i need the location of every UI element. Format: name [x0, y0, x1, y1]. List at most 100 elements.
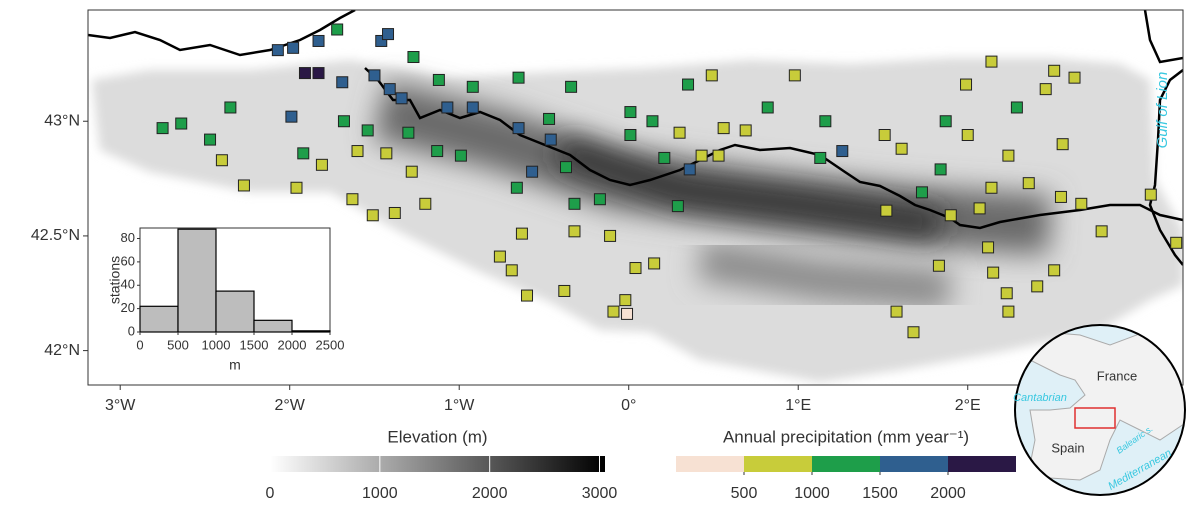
station [837, 146, 848, 157]
station [467, 81, 478, 92]
colorbar-tick-label: 3000 [582, 485, 618, 502]
station [432, 146, 443, 157]
histogram-bar [178, 229, 216, 332]
colorbar-tick-label: 500 [731, 485, 758, 502]
station [1049, 265, 1060, 276]
colorbar-tick-label: 1000 [362, 485, 398, 502]
station [455, 150, 466, 161]
station [706, 70, 717, 81]
station [316, 159, 327, 170]
station [1049, 65, 1060, 76]
station [916, 187, 927, 198]
station [384, 84, 395, 95]
station [157, 123, 168, 134]
station [408, 52, 419, 63]
station [647, 116, 658, 127]
station [367, 210, 378, 221]
station [286, 111, 297, 122]
y-tick-label: 80 [121, 230, 135, 245]
station [962, 130, 973, 141]
station [713, 150, 724, 161]
station [516, 228, 527, 239]
station [820, 116, 831, 127]
station [986, 56, 997, 67]
station [381, 148, 392, 159]
station [896, 143, 907, 154]
station [683, 79, 694, 90]
x-tick-label: 3°W [105, 397, 136, 414]
station [506, 265, 517, 276]
station [205, 134, 216, 145]
station [545, 134, 556, 145]
histogram-bar [292, 331, 330, 332]
colorbar-title: Elevation (m) [387, 427, 487, 446]
station [986, 182, 997, 193]
station [1032, 281, 1043, 292]
x-tick-label: 1500 [240, 337, 269, 352]
x-tick-label: 2°W [275, 397, 306, 414]
colorbar-tick-label: 0 [266, 485, 275, 502]
histogram-bar [216, 291, 254, 332]
y-axis-label: stations [107, 256, 123, 304]
station [649, 258, 660, 269]
x-tick-label: 0 [136, 337, 143, 352]
histogram-bar [140, 306, 178, 332]
station [1011, 102, 1022, 113]
colorbar-tick-label: 2000 [930, 485, 966, 502]
x-tick-label: 2°E [955, 397, 981, 414]
station [420, 198, 431, 209]
station [961, 79, 972, 90]
station [1096, 226, 1107, 237]
station [1003, 150, 1014, 161]
station [561, 162, 572, 173]
precip-class [812, 456, 880, 472]
inset-label: Cantabrian [1013, 392, 1067, 404]
station [630, 263, 641, 274]
station [216, 155, 227, 166]
x-tick-label: 2000 [278, 337, 307, 352]
station [433, 74, 444, 85]
station [313, 68, 324, 79]
station [566, 81, 577, 92]
inset-label: Spain [1051, 440, 1084, 455]
x-tick-label: 1000 [202, 337, 231, 352]
station [442, 102, 453, 113]
station [622, 308, 633, 319]
station [383, 29, 394, 40]
station [933, 260, 944, 271]
station [369, 70, 380, 81]
station [1076, 198, 1087, 209]
station [696, 150, 707, 161]
station [605, 230, 616, 241]
station [1055, 191, 1066, 202]
colorbars: Elevation (m)0100020003000Annual precipi… [266, 427, 1016, 502]
precip-class [744, 456, 812, 472]
station [396, 93, 407, 104]
station [620, 295, 631, 306]
precip-class [880, 456, 948, 472]
station [659, 152, 670, 163]
station [347, 194, 358, 205]
station [403, 127, 414, 138]
precip-class [676, 456, 744, 472]
station [608, 306, 619, 317]
station [672, 201, 683, 212]
station [288, 42, 299, 53]
station [332, 24, 343, 35]
station [762, 102, 773, 113]
y-tick-label: 43°N [44, 112, 80, 129]
station [272, 45, 283, 56]
station [299, 68, 310, 79]
station [1069, 72, 1080, 83]
x-tick-label: 0° [621, 397, 636, 414]
station [559, 285, 570, 296]
station [291, 182, 302, 193]
histogram-bar [254, 320, 292, 332]
station [389, 207, 400, 218]
station [908, 327, 919, 338]
y-tick-label: 0 [128, 323, 135, 338]
station [511, 182, 522, 193]
station [674, 127, 685, 138]
figure: Gulf of Lion 3°W2°W1°W0°1°E2°E42°N42.5°N… [0, 0, 1187, 504]
station [974, 203, 985, 214]
